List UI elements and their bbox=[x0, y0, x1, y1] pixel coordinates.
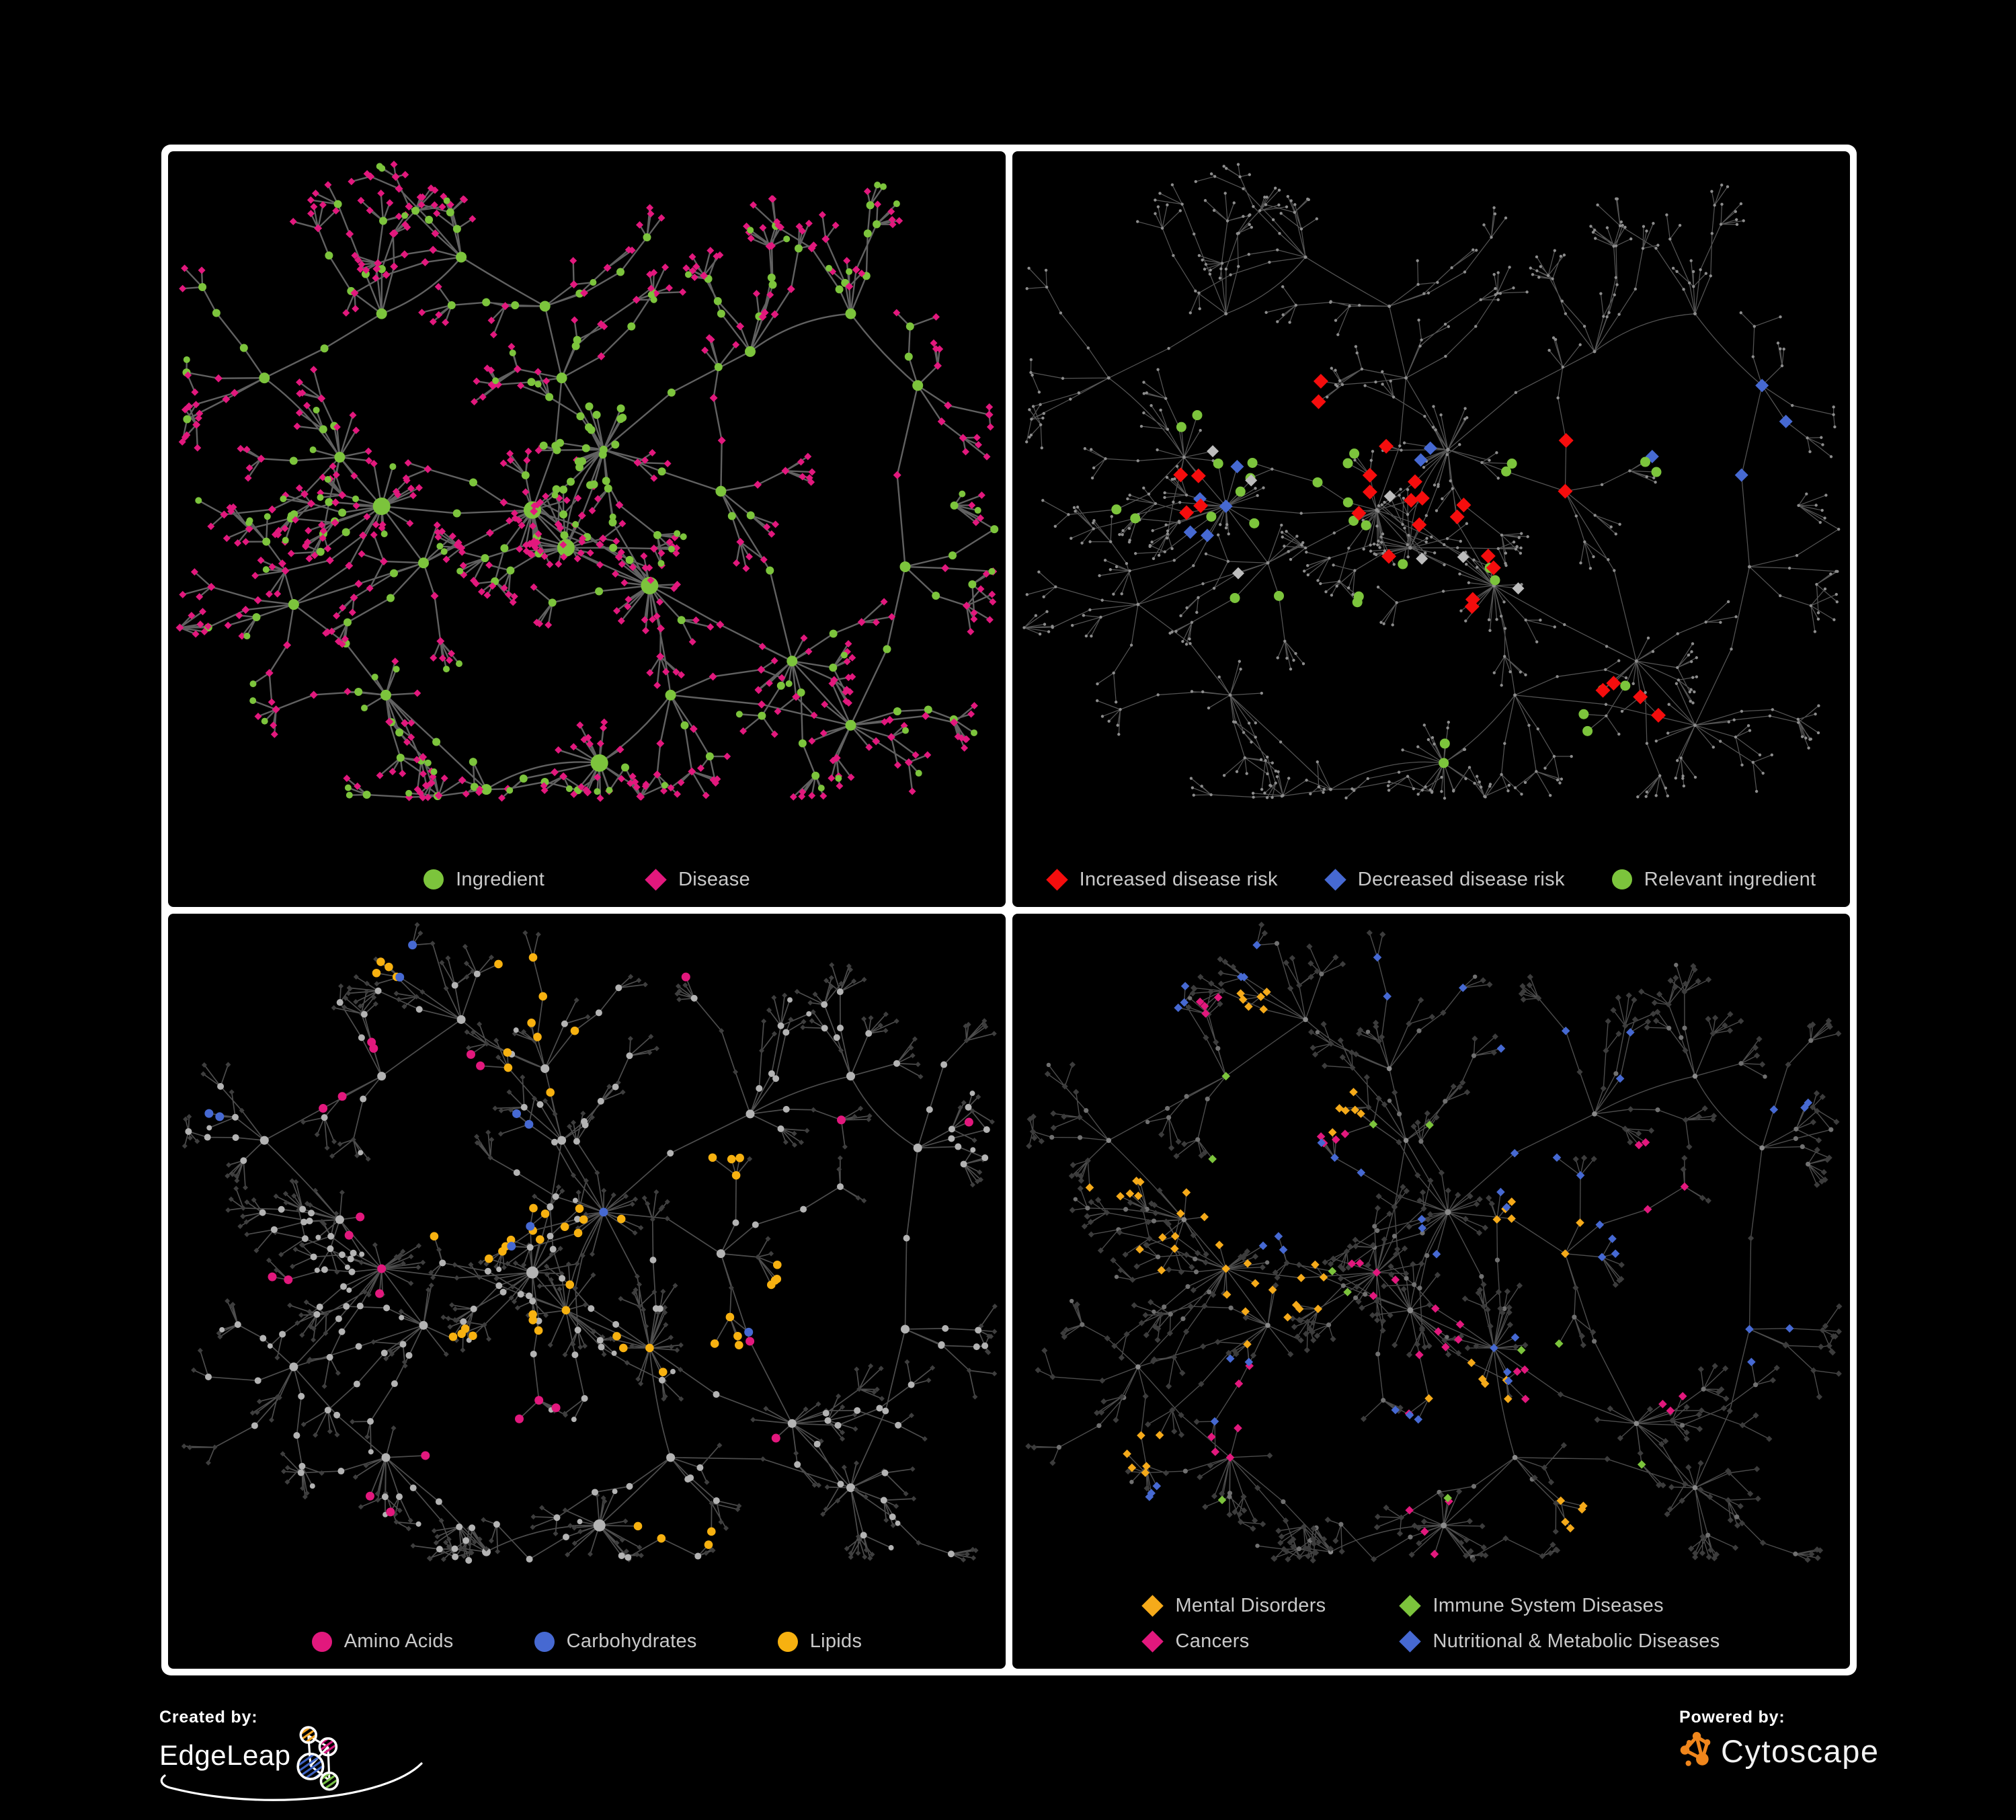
legend-item-lipids: Lipids bbox=[777, 1630, 862, 1653]
cytoscape-network-icon bbox=[1680, 1732, 1711, 1766]
edgeleap-network-icon bbox=[296, 1726, 339, 1791]
legend-label-nutritional-metabolic: Nutritional & Metabolic Diseases bbox=[1433, 1630, 1720, 1652]
cytoscape-logo: Cytoscape bbox=[1679, 1731, 1880, 1770]
legend-disease-risk: Increased disease risk Decreased disease… bbox=[1012, 869, 1850, 891]
mental-disorders-diamond-icon bbox=[1141, 1595, 1164, 1617]
legend-item-amino-acids: Amino Acids bbox=[311, 1630, 454, 1653]
legend-item-ingredient: Ingredient bbox=[424, 869, 545, 891]
legend-label-decreased-risk: Decreased disease risk bbox=[1357, 868, 1565, 890]
disease-diamond-icon bbox=[645, 868, 667, 891]
legend-item-relevant-ingredient: Relevant ingredient bbox=[1611, 868, 1816, 891]
legend-disease-categories: Mental Disorders Immune System Diseases … bbox=[1012, 1595, 1850, 1653]
legend-ingredient-disease: Ingredient Disease bbox=[168, 869, 1006, 891]
legend-item-nutritional-metabolic: Nutritional & Metabolic Diseases bbox=[1399, 1630, 1720, 1653]
legend-label-relevant-ingredient: Relevant ingredient bbox=[1644, 868, 1816, 890]
immune-diseases-diamond-icon bbox=[1399, 1595, 1422, 1617]
ingredient-disease-network-graph bbox=[175, 161, 999, 802]
disease-category-network-graph bbox=[1025, 921, 1843, 1563]
carbohydrates-circle-icon bbox=[534, 1631, 555, 1652]
disease-risk-network-graph bbox=[1022, 163, 1841, 800]
legend-item-cancers: Cancers bbox=[1141, 1630, 1250, 1653]
legend-label-cancers: Cancers bbox=[1175, 1630, 1250, 1652]
lipids-circle-icon bbox=[777, 1631, 798, 1652]
legend-nutrient-categories: Amino Acids Carbohydrates Lipids bbox=[168, 1630, 1006, 1653]
cytoscape-attribution: Powered by: Cytoscape bbox=[1679, 1708, 1880, 1770]
nutritional-metabolic-diamond-icon bbox=[1399, 1630, 1422, 1653]
legend-item-mental-disorders: Mental Disorders bbox=[1141, 1595, 1326, 1617]
edgeleap-attribution: Created by: EdgeLeap bbox=[159, 1708, 482, 1815]
panel-ingredient-disease: Ingredient Disease bbox=[168, 151, 1006, 907]
relevant-ingredient-circle-icon bbox=[1611, 869, 1632, 889]
decreased-risk-diamond-icon bbox=[1324, 868, 1346, 891]
legend-label-amino-acids: Amino Acids bbox=[344, 1630, 454, 1652]
created-by-label: Created by: bbox=[159, 1708, 258, 1727]
legend-label-immune-diseases: Immune System Diseases bbox=[1433, 1595, 1664, 1616]
legend-label-lipids: Lipids bbox=[809, 1630, 862, 1652]
legend-label-carbohydrates: Carbohydrates bbox=[566, 1630, 697, 1652]
legend-label-disease: Disease bbox=[678, 868, 750, 890]
edgeleap-swoosh-icon bbox=[160, 1762, 423, 1801]
figure-frame: Ingredient Disease Increased disease ris… bbox=[161, 145, 1857, 1675]
amino-acids-circle-icon bbox=[311, 1631, 332, 1652]
legend-item-decreased-risk: Decreased disease risk bbox=[1324, 868, 1565, 891]
legend-label-mental-disorders: Mental Disorders bbox=[1175, 1595, 1326, 1616]
edgeleap-logo: EdgeLeap bbox=[159, 1726, 482, 1801]
legend-item-carbohydrates: Carbohydrates bbox=[534, 1630, 697, 1653]
panel-disease-categories: Mental Disorders Immune System Diseases … bbox=[1012, 913, 1850, 1669]
increased-risk-diamond-icon bbox=[1045, 868, 1068, 891]
panel-disease-risk: Increased disease risk Decreased disease… bbox=[1012, 151, 1850, 907]
powered-by-label: Powered by: bbox=[1679, 1708, 1785, 1727]
legend-item-increased-risk: Increased disease risk bbox=[1045, 868, 1278, 891]
edgeleap-wordmark: EdgeLeap bbox=[159, 1739, 291, 1771]
legend-label-increased-risk: Increased disease risk bbox=[1079, 868, 1278, 890]
legend-item-immune-diseases: Immune System Diseases bbox=[1399, 1595, 1664, 1617]
cancers-diamond-icon bbox=[1141, 1630, 1164, 1653]
nutrient-category-network-graph bbox=[181, 921, 998, 1564]
legend-label-ingredient: Ingredient bbox=[456, 868, 545, 890]
panel-nutrient-categories: Amino Acids Carbohydrates Lipids bbox=[168, 913, 1006, 1669]
legend-item-disease: Disease bbox=[645, 869, 750, 891]
ingredient-circle-icon bbox=[424, 869, 444, 889]
cytoscape-wordmark: Cytoscape bbox=[1721, 1733, 1880, 1769]
